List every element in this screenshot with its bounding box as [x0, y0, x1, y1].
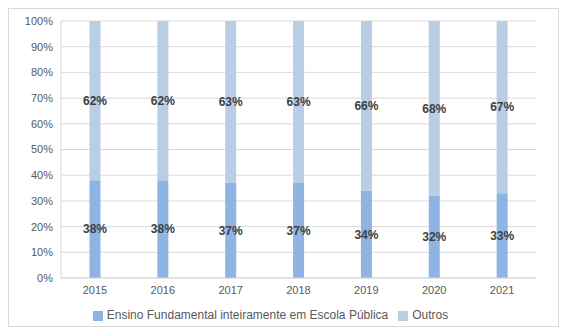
- svg-text:60%: 60%: [31, 118, 53, 130]
- svg-text:62%: 62%: [151, 94, 175, 108]
- svg-text:32%: 32%: [422, 230, 446, 244]
- html-text:Ensino Fundamental inteirament: Ensino Fundamental inteiramente em Escol…: [106, 308, 389, 322]
- svg-text:67%: 67%: [490, 100, 514, 114]
- svg-text:80%: 80%: [31, 66, 53, 78]
- svg-text:37%: 37%: [219, 224, 243, 238]
- svg-text:34%: 34%: [354, 228, 378, 242]
- svg-text:50%: 50%: [31, 143, 53, 155]
- svg-text:2019: 2019: [354, 284, 378, 296]
- svg-text:20%: 20%: [31, 221, 53, 233]
- svg-text:90%: 90%: [31, 41, 53, 53]
- html-text:Outros: Outros: [412, 308, 449, 322]
- svg-text:2016: 2016: [151, 284, 175, 296]
- svg-text:63%: 63%: [287, 95, 311, 109]
- svg-text:70%: 70%: [31, 92, 53, 104]
- svg-text:2021: 2021: [490, 284, 514, 296]
- svg-text:30%: 30%: [31, 195, 53, 207]
- svg-text:2018: 2018: [286, 284, 310, 296]
- svg-text:33%: 33%: [490, 229, 514, 243]
- svg-text:40%: 40%: [31, 169, 53, 181]
- svg-text:100%: 100%: [25, 15, 53, 27]
- svg-text:66%: 66%: [354, 99, 378, 113]
- svg-text:37%: 37%: [287, 224, 311, 238]
- svg-text:38%: 38%: [151, 222, 175, 236]
- svg-text:2020: 2020: [422, 284, 446, 296]
- svg-text:10%: 10%: [31, 246, 53, 258]
- svg-text:62%: 62%: [83, 94, 107, 108]
- svg-text:63%: 63%: [219, 95, 243, 109]
- svg-text:68%: 68%: [422, 102, 446, 116]
- svg-text:2017: 2017: [218, 284, 242, 296]
- svg-text:38%: 38%: [83, 222, 107, 236]
- svg-text:0%: 0%: [37, 272, 53, 284]
- svg-text:2015: 2015: [83, 284, 107, 296]
